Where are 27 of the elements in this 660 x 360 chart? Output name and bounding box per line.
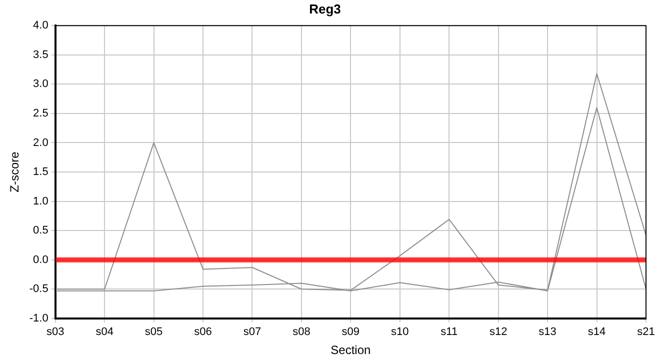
x-tick-label: s12 — [489, 326, 508, 338]
chart-title: Reg3 — [309, 1, 341, 16]
x-tick-label: s05 — [144, 326, 163, 338]
y-tick-label: 2.0 — [33, 136, 48, 149]
y-tick-label: 3.5 — [33, 48, 48, 61]
x-tick-label: s13 — [538, 326, 556, 338]
x-tick-label: s10 — [391, 326, 409, 338]
y-tick-label: 4.0 — [33, 20, 48, 32]
x-tick-label: s03 — [46, 326, 64, 338]
x-tick-label: s14 — [588, 326, 606, 338]
y-tick-label: 0.0 — [33, 254, 48, 266]
y-tick-label: 3.0 — [33, 78, 48, 90]
x-tick-label: s07 — [243, 326, 262, 338]
y-tick-label: -0.5 — [29, 283, 48, 296]
y-tick-label: -1.0 — [29, 312, 48, 324]
y-tick-label: 1.5 — [33, 166, 48, 178]
y-tick-label: 2.5 — [33, 107, 48, 120]
x-tick-label: s06 — [194, 326, 212, 338]
x-axis-title: Section — [330, 343, 371, 358]
x-tick-label: s11 — [440, 326, 458, 338]
y-tick-label: 0.5 — [33, 224, 48, 237]
y-tick-label: 1.0 — [33, 195, 48, 208]
y-axis-title: Z-score — [8, 151, 22, 192]
x-tick-label: s04 — [96, 326, 114, 338]
x-tick-label: s21 — [637, 326, 655, 338]
x-tick-label: s09 — [342, 326, 360, 338]
x-tick-label: s08 — [292, 326, 310, 338]
